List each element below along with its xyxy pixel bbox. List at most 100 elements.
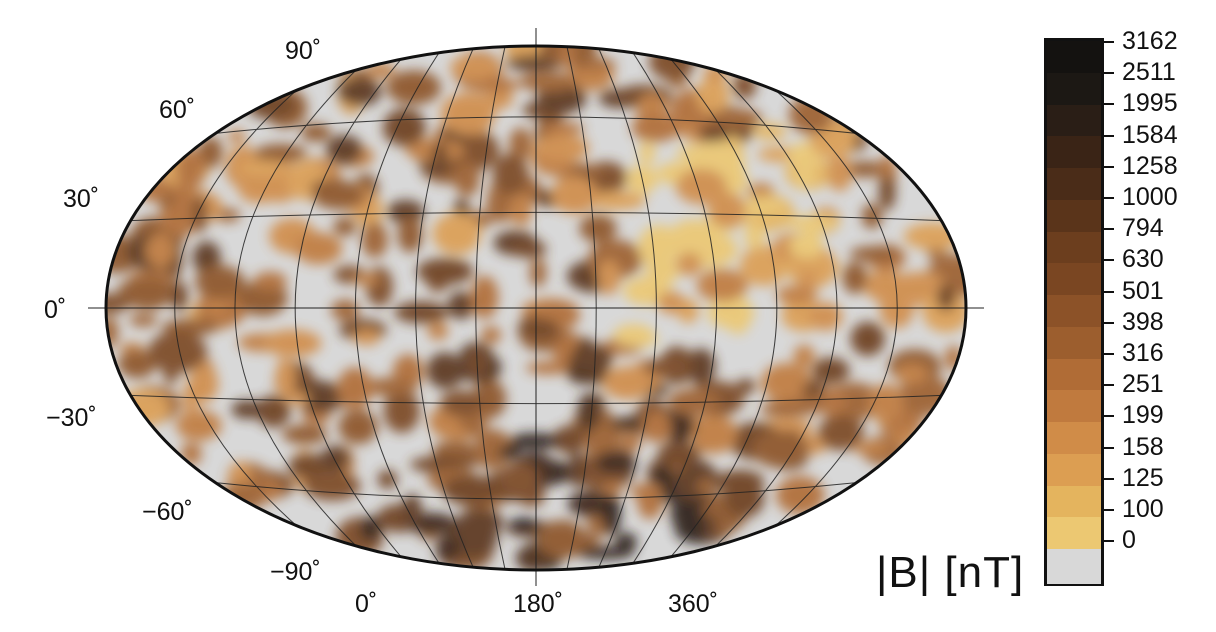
colorbar-tick [1104, 228, 1114, 231]
colorbar-segment [1047, 295, 1101, 328]
anomaly-patch [441, 474, 500, 506]
anomaly-patch [568, 451, 586, 488]
anomaly-patch [189, 364, 219, 403]
anomaly-patch [509, 194, 533, 226]
anomaly-patch [435, 534, 461, 563]
anomaly-patch [657, 291, 685, 315]
anomaly-patch [227, 130, 246, 143]
anomaly-patch [675, 144, 728, 161]
anomaly-patch [427, 321, 449, 341]
colorbar-tick [1104, 353, 1114, 355]
anomaly-patch [382, 108, 426, 147]
colorbar-segment [1047, 517, 1101, 550]
anomaly-patch [175, 410, 222, 441]
lat-label-minus-30: −30˚ [46, 404, 97, 432]
anomaly-patch [326, 134, 363, 165]
colorbar-level-label: 2511 [1122, 58, 1176, 87]
colorbar-tick [1104, 197, 1114, 199]
colorbar-segment [1047, 549, 1101, 584]
anomaly-patch [498, 445, 522, 460]
anomaly-patch [333, 217, 357, 236]
anomaly-patch [663, 407, 695, 444]
colorbar-segment [1047, 104, 1101, 137]
anomaly-patch [386, 70, 442, 105]
colorbar-tick [1104, 103, 1114, 106]
colorbar-segment [1047, 168, 1101, 201]
anomaly-patch [449, 55, 501, 80]
colorbar-segment [1047, 358, 1101, 391]
anomaly-patch [500, 461, 540, 496]
anomaly-patch [559, 46, 576, 68]
colorbar-level-label: 0 [1122, 526, 1136, 555]
anomaly-patch [675, 168, 728, 205]
anomaly-patch [353, 273, 380, 286]
anomaly-patch [811, 357, 850, 384]
anomaly-patch [330, 299, 360, 321]
anomaly-patch [397, 216, 423, 253]
anomaly-patch [300, 123, 332, 142]
colorbar-segment [1047, 263, 1101, 296]
anomaly-patch [275, 357, 296, 398]
colorbar-level-label: 100 [1122, 495, 1164, 523]
anomaly-patch [638, 141, 656, 165]
colorbar-level-label: 3162 [1122, 27, 1178, 55]
anomaly-patch [312, 182, 366, 210]
anomaly-patch [303, 471, 361, 501]
colorbar-level-label: 794 [1122, 214, 1164, 243]
colorbar-segment [1047, 453, 1101, 486]
anomaly-patch [569, 344, 614, 371]
anomaly-patch [696, 76, 730, 115]
anomaly-patch [795, 393, 826, 411]
anomaly-patch [337, 367, 374, 409]
lat-label-minus-90: −90˚ [270, 558, 321, 586]
anomaly-patch [577, 393, 601, 432]
anomaly-patch [594, 450, 637, 475]
anomaly-patch [394, 301, 449, 324]
anomaly-patch [191, 194, 208, 233]
anomaly-patch [508, 517, 539, 531]
anomaly-patch [868, 383, 904, 422]
anomaly-patch [708, 192, 747, 229]
anomaly-patch [752, 123, 787, 140]
anomaly-patch [724, 294, 752, 335]
anomaly-patch [386, 199, 425, 224]
lat-label-60: 60˚ [159, 96, 196, 124]
globe-outline [104, 44, 968, 572]
anomaly-patch [922, 290, 966, 333]
colorbar-tick [1104, 415, 1114, 418]
anomaly-patch [602, 366, 653, 400]
anomaly-patch [629, 483, 664, 499]
anomaly-patch [338, 409, 378, 445]
anomaly-patch [878, 174, 896, 211]
colorbar-tick [1104, 259, 1114, 262]
anomaly-patch [676, 252, 703, 276]
colorbar-level-label: 1000 [1122, 183, 1178, 211]
anomaly-patch [696, 269, 748, 302]
anomaly-patch [642, 411, 671, 443]
anomaly-patch [631, 113, 680, 143]
anomaly-patch [550, 176, 599, 214]
anomaly-patch [552, 425, 586, 454]
anomaly-patch [145, 233, 176, 268]
colorbar-tick [1104, 321, 1114, 324]
anomaly-patch [529, 257, 547, 288]
colorbar-level-label: 1258 [1122, 151, 1178, 180]
anomaly-patch [616, 331, 659, 347]
anomaly-patch [861, 203, 883, 229]
colorbar-tick [1104, 509, 1114, 511]
anomaly-patch [525, 361, 572, 375]
anomaly-patch [852, 441, 890, 455]
anomaly-patch [588, 191, 647, 210]
anomaly-patch [724, 479, 765, 518]
anomaly-patch [365, 377, 418, 397]
anomaly-patch [198, 136, 223, 168]
anomaly-patch [936, 283, 956, 312]
anomaly-patch [776, 475, 825, 515]
colorbar-segment [1047, 136, 1101, 169]
anomaly-patch [480, 326, 502, 344]
colorbar-level-label: 630 [1122, 245, 1164, 274]
lat-label-30: 30˚ [63, 185, 100, 213]
anomaly-patch [114, 389, 170, 428]
anomaly-patch [621, 432, 642, 452]
anomaly-patch [432, 212, 482, 255]
